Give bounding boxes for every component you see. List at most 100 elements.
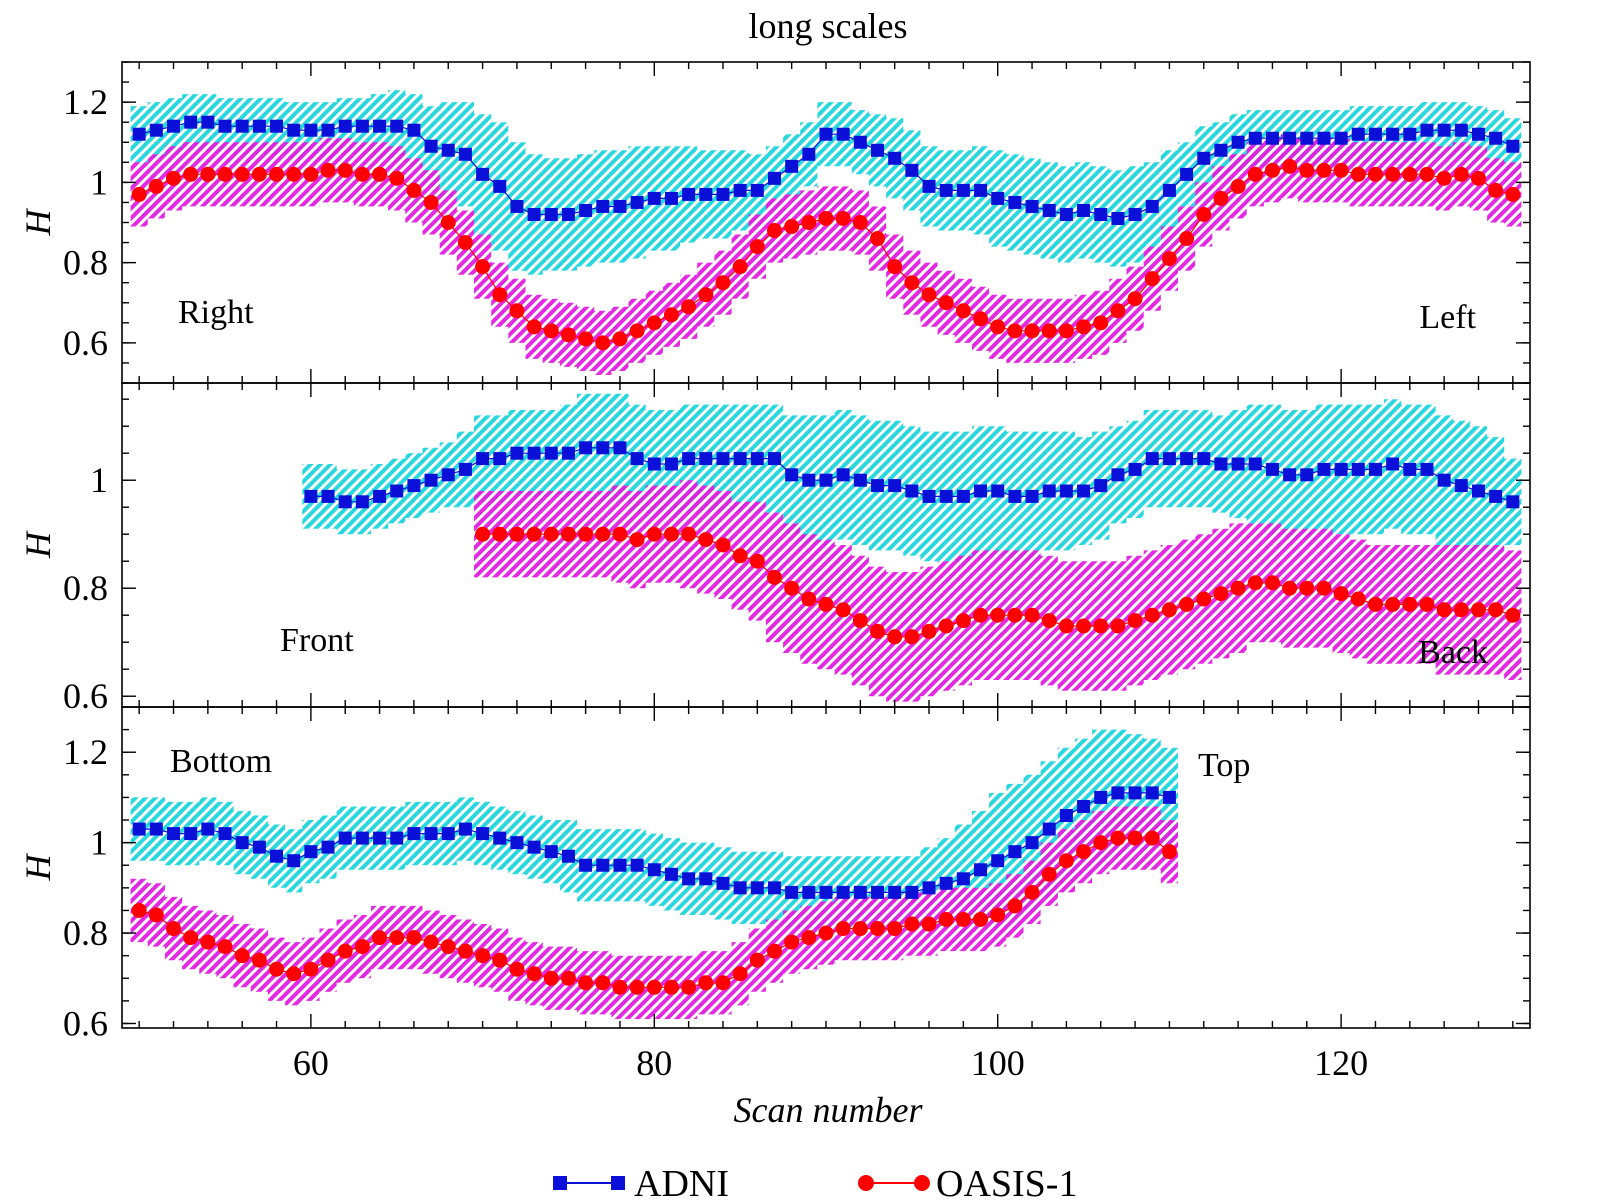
point-oasis-bottom-top <box>578 975 594 991</box>
point-adni-front-back <box>1334 462 1348 476</box>
point-oasis-right-left <box>749 239 765 255</box>
point-adni-bottom-top <box>836 885 850 899</box>
y-tick-label: 0.8 <box>63 243 108 283</box>
y-tick-label: 0.6 <box>63 676 108 716</box>
point-adni-bottom-top <box>647 863 661 877</box>
point-oasis-front-back <box>492 526 508 542</box>
point-oasis-bottom-top <box>887 921 903 937</box>
point-adni-right-left <box>1042 203 1056 217</box>
point-adni-bottom-top <box>510 836 524 850</box>
point-oasis-right-left <box>1230 178 1246 194</box>
point-oasis-front-back <box>955 613 971 629</box>
point-oasis-bottom-top <box>852 921 868 937</box>
point-adni-right-left <box>802 147 816 161</box>
point-oasis-right-left <box>938 295 954 311</box>
y-tick-label: 1 <box>90 823 108 863</box>
point-adni-bottom-top <box>1025 836 1039 850</box>
x-tick-label: 100 <box>971 1043 1025 1083</box>
point-adni-front-back <box>458 462 472 476</box>
point-adni-bottom-top <box>1077 799 1091 813</box>
point-oasis-front-back <box>1076 618 1092 634</box>
annotation-right: Right <box>178 294 254 331</box>
point-adni-front-back <box>682 452 696 466</box>
point-oasis-right-left <box>646 315 662 331</box>
y-axis-label: H <box>18 530 58 559</box>
point-oasis-right-left <box>835 210 851 226</box>
point-adni-front-back <box>1214 457 1228 471</box>
point-adni-bottom-top <box>1008 845 1022 859</box>
point-oasis-bottom-top <box>200 934 216 950</box>
point-adni-front-back <box>1368 462 1382 476</box>
point-oasis-right-left <box>801 215 817 230</box>
point-oasis-right-left <box>440 215 456 230</box>
point-adni-right-left <box>1368 127 1382 141</box>
point-adni-bottom-top <box>991 854 1005 868</box>
y-tick-label: 0.8 <box>63 568 108 608</box>
point-adni-bottom-top <box>252 840 266 854</box>
point-oasis-bottom-top <box>1076 844 1092 860</box>
x-axis-label: Scan number <box>734 1090 924 1130</box>
point-oasis-front-back <box>1367 596 1383 612</box>
point-oasis-front-back <box>526 526 542 542</box>
point-adni-front-back <box>355 495 369 509</box>
point-adni-bottom-top <box>785 885 799 899</box>
x-tick-label: 120 <box>1314 1043 1368 1083</box>
point-adni-right-left <box>819 127 833 141</box>
point-adni-front-back <box>1180 452 1194 466</box>
point-adni-right-left <box>1145 199 1159 213</box>
point-adni-front-back <box>527 446 541 460</box>
point-adni-front-back <box>579 441 593 455</box>
point-adni-front-back <box>1283 468 1297 482</box>
point-oasis-right-left <box>715 275 731 291</box>
point-oasis-right-left <box>1333 162 1349 178</box>
point-adni-right-left <box>1231 135 1245 149</box>
point-adni-right-left <box>888 151 902 165</box>
point-adni-front-back <box>304 489 318 503</box>
point-oasis-right-left <box>200 166 216 182</box>
point-adni-front-back <box>1437 473 1451 487</box>
point-oasis-bottom-top <box>560 970 576 986</box>
point-oasis-bottom-top <box>698 975 714 991</box>
point-adni-right-left <box>407 123 421 137</box>
point-adni-right-left <box>716 187 730 201</box>
point-oasis-front-back <box>1402 596 1418 612</box>
point-oasis-front-back <box>1385 596 1401 612</box>
point-adni-front-back <box>441 468 455 482</box>
plot-area-right-left <box>130 90 1522 375</box>
point-adni-right-left <box>1506 139 1520 153</box>
annotation-top: Top <box>1198 747 1250 784</box>
point-adni-right-left <box>373 119 387 133</box>
point-oasis-bottom-top <box>423 934 439 950</box>
point-adni-bottom-top <box>304 845 318 859</box>
point-adni-front-back <box>853 473 867 487</box>
point-adni-bottom-top <box>630 858 644 872</box>
point-oasis-right-left <box>509 303 525 319</box>
point-adni-bottom-top <box>270 849 284 863</box>
point-oasis-front-back <box>835 602 851 618</box>
point-oasis-bottom-top <box>354 939 370 955</box>
point-oasis-right-left <box>526 319 542 335</box>
point-oasis-right-left <box>217 166 233 182</box>
legend-oasis-marker-right <box>914 1175 930 1191</box>
point-adni-bottom-top <box>716 876 730 890</box>
annotation-front: Front <box>280 622 354 659</box>
point-oasis-right-left <box>406 182 422 198</box>
point-adni-bottom-top <box>1042 822 1056 836</box>
point-oasis-right-left <box>372 166 388 182</box>
annotation-left: Left <box>1419 299 1476 336</box>
point-adni-bottom-top <box>201 822 215 836</box>
point-adni-right-left <box>184 115 198 129</box>
point-adni-right-left <box>1094 207 1108 221</box>
point-adni-front-back <box>544 446 558 460</box>
point-adni-front-back <box>390 484 404 498</box>
point-adni-bottom-top <box>561 849 575 863</box>
point-oasis-right-left <box>973 311 989 327</box>
chart-title: long scales <box>749 6 908 46</box>
point-adni-right-left <box>1180 167 1194 181</box>
point-adni-right-left <box>235 119 249 133</box>
point-adni-right-left <box>1283 131 1297 145</box>
point-adni-right-left <box>1437 123 1451 137</box>
point-adni-right-left <box>1454 123 1468 137</box>
point-oasis-bottom-top <box>1007 898 1023 914</box>
point-oasis-bottom-top <box>1144 830 1160 846</box>
